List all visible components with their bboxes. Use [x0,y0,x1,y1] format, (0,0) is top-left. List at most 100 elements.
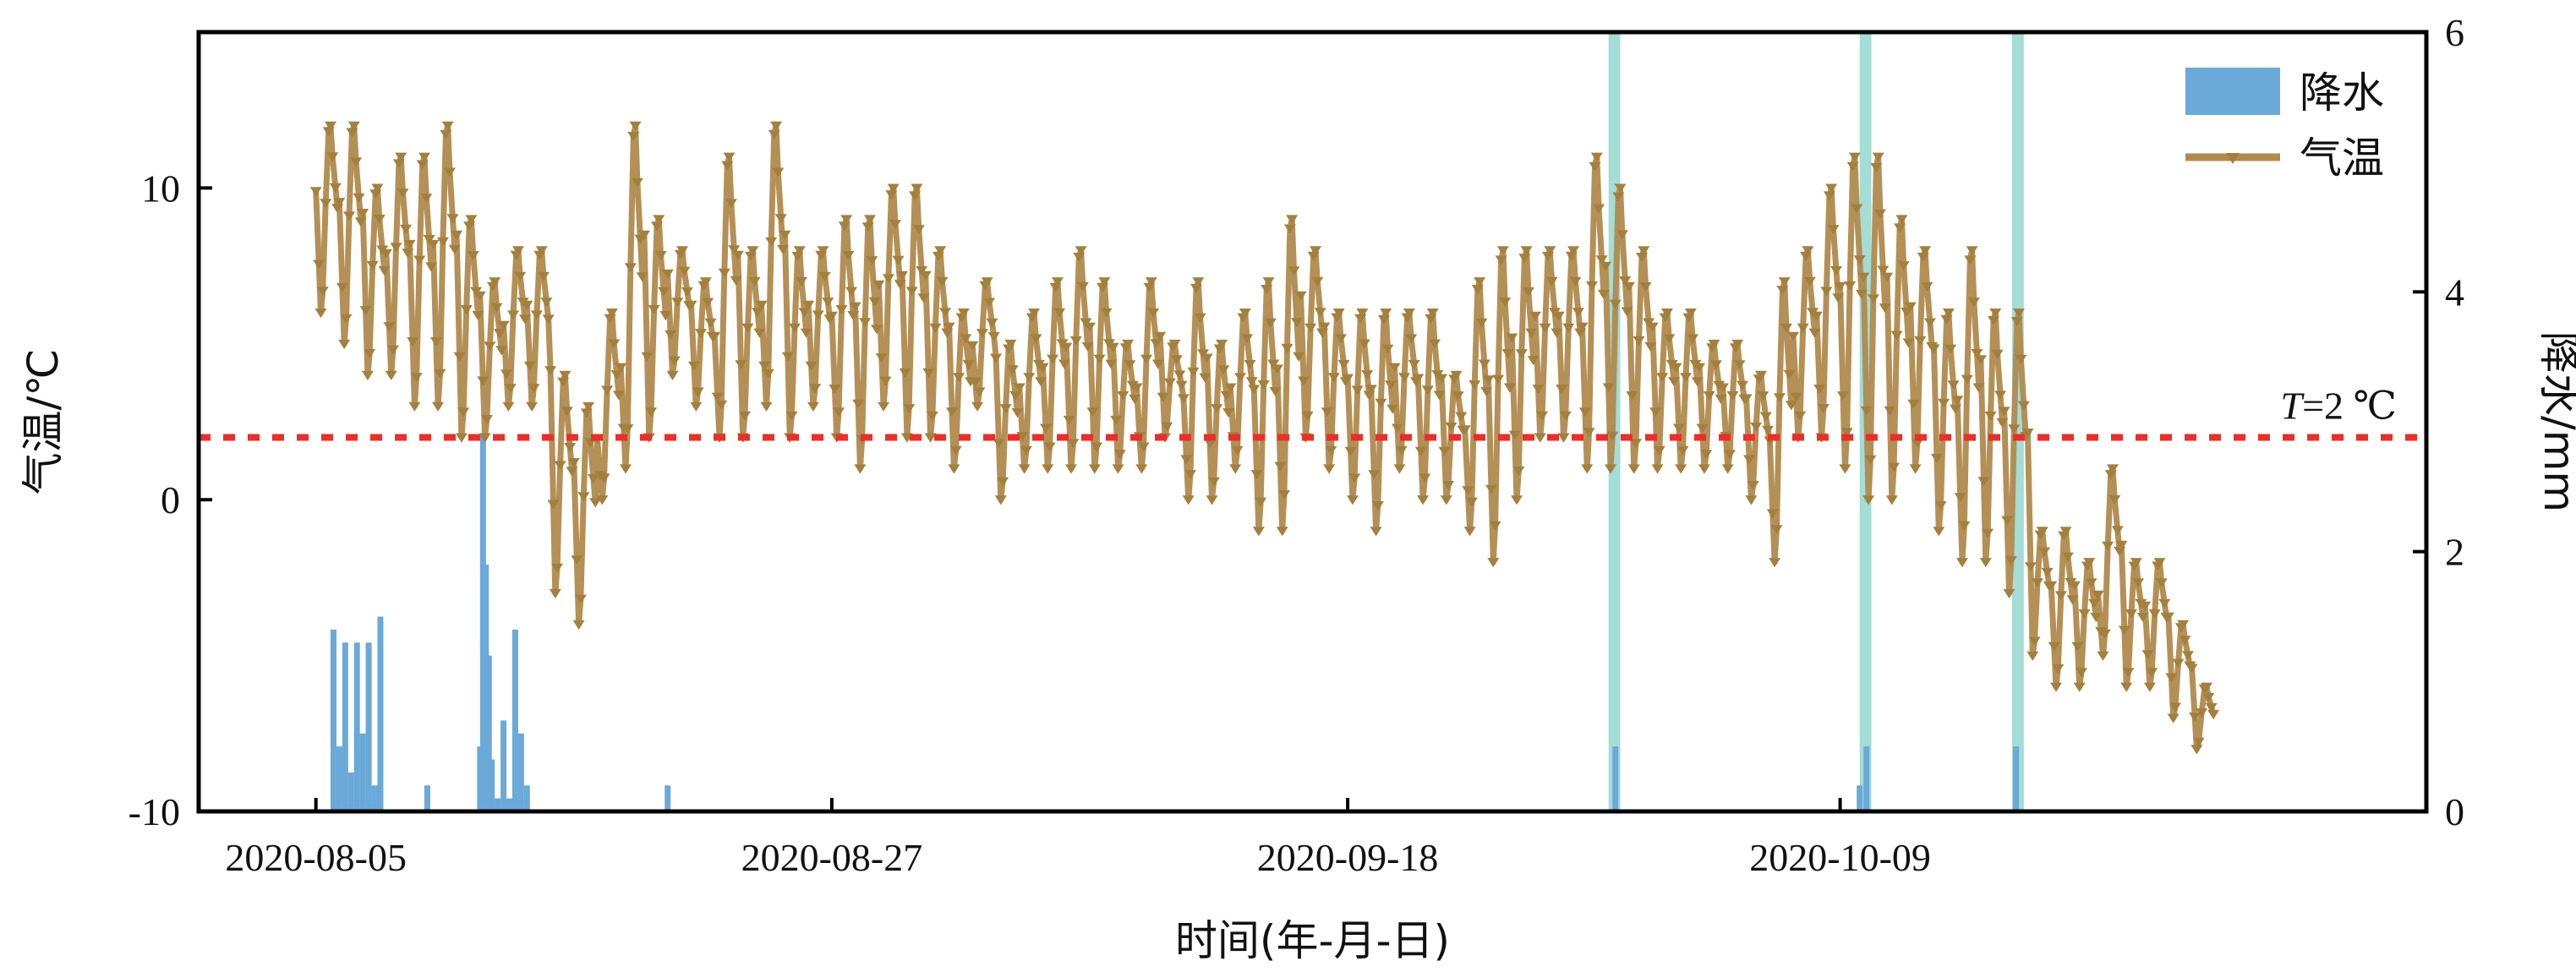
temperature-marker [551,563,564,573]
temperature-marker [620,464,632,474]
temperature-marker [1693,363,1706,373]
temperature-marker [1703,390,1715,401]
temperature-marker [1069,336,1082,347]
temperature-marker [1316,328,1329,338]
temperature-marker [1593,204,1605,214]
temperature-marker [392,159,405,169]
temperature-marker [1184,470,1196,480]
temperature-marker [1583,428,1595,438]
temperature-marker [1425,314,1437,324]
temperature-marker [1733,360,1746,370]
temperature-marker [1058,359,1070,369]
temperature-marker [762,369,774,379]
temperature-marker [2003,588,2015,599]
temperature-marker [2182,651,2194,661]
temperature-marker [1163,378,1176,388]
temperature-marker [353,193,365,204]
temperature-marker [2153,558,2166,568]
temperature-marker [1938,398,1950,408]
legend-label-precipitation: 降水 [2300,68,2384,117]
temperature-marker [789,323,801,333]
temperature-marker [1100,308,1113,318]
temperature-marker [1576,322,1589,332]
temperature-marker [2205,702,2218,713]
temperature-marker [2130,558,2142,568]
temperature-marker [477,376,489,386]
temperature-marker [1870,162,1883,173]
temperature-marker [1122,339,1135,350]
temperature-marker [1143,282,1156,292]
precip-bar [495,798,501,811]
temperature-marker [924,433,937,443]
temperature-marker [1478,359,1490,369]
temperature-marker [1381,344,1394,354]
x-tick-label: 2020-10-09 [1749,836,1931,879]
legend-marker-temperature [2226,153,2240,164]
temperature-marker [651,221,663,232]
temperature-marker [1365,385,1377,395]
y-right-tick-label: 2 [2445,531,2464,574]
temperature-marker [1380,309,1392,319]
temperature-marker [1348,473,1361,483]
temperature-marker [1011,408,1024,418]
temperature-marker [1940,314,1953,325]
temperature-marker [1542,251,1554,262]
temperature-marker [2052,664,2065,674]
temperature-marker [678,266,691,276]
temperature-marker [1520,246,1533,256]
temperature-marker [535,246,548,256]
temperature-marker [1049,282,1062,292]
temperature-marker [1802,246,1814,256]
threshold-line-group: T=2 ℃ [199,384,2426,441]
temperature-marker [641,352,654,362]
temperature-marker [779,230,791,240]
temperature-marker [812,310,824,320]
temperature-marker [1368,470,1381,480]
temperature-marker [1429,339,1441,349]
temperature-marker [1989,309,2002,319]
temperature-marker [1931,453,1943,464]
temperature-marker [598,473,610,483]
temperature-marker [1950,404,1961,414]
temperature-marker [695,329,707,339]
temperature-marker [1207,477,1220,487]
temperature-marker [1820,287,1833,297]
temperature-marker [752,308,764,318]
temperature-marker [966,341,979,351]
temperature-marker [987,332,1000,342]
temperature-marker [631,177,643,188]
temperature-marker [2036,527,2048,537]
temperature-marker [530,310,543,320]
temperature-marker [1220,390,1233,401]
temperature-marker [1823,191,1835,201]
temperature-marker [418,152,430,162]
temperature-marker [1627,464,1640,474]
precip-bar [2013,746,2020,811]
temperature-marker [1597,289,1610,300]
temperature-marker [1700,450,1713,460]
temperature-marker [800,328,812,338]
y-left-axis-title: 气温/℃ [19,349,68,495]
temperature-marker [371,183,384,194]
temperature-marker [1998,407,2010,417]
temperature-marker [994,495,1007,505]
y-left-tick-label: 0 [161,478,180,521]
temperature-marker [1724,450,1736,460]
temperature-marker [1028,309,1041,319]
temperature-marker [484,341,496,352]
temperature-marker [983,298,995,308]
temperature-marker [1433,390,1446,401]
precip-bar [377,616,384,811]
temperature-marker [467,251,479,261]
temperature-marker [1881,272,1894,282]
precip-bar [353,642,360,811]
temperature-marker [1354,314,1367,324]
temperature-marker [753,328,766,338]
temperature-marker [373,215,386,225]
temperature-marker [934,246,947,256]
temperature-marker [818,271,831,281]
temperature-marker [2207,710,2220,720]
temperature-marker [2118,625,2130,636]
temperature-marker [610,370,623,380]
